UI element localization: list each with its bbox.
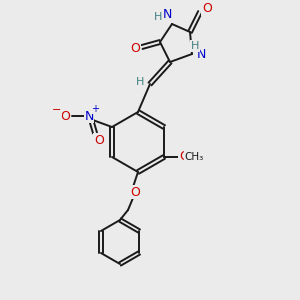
Text: −: −	[52, 105, 62, 115]
Text: H: H	[191, 41, 199, 51]
Text: O: O	[94, 134, 104, 146]
Text: O: O	[130, 185, 140, 199]
Text: O: O	[202, 2, 212, 16]
Text: O: O	[179, 149, 189, 163]
Text: N: N	[196, 49, 206, 62]
Text: H: H	[136, 77, 144, 87]
Text: N: N	[84, 110, 94, 122]
Text: CH₃: CH₃	[184, 152, 204, 162]
Text: O: O	[130, 41, 140, 55]
Text: +: +	[91, 104, 99, 114]
Text: N: N	[162, 8, 172, 22]
Text: O: O	[60, 110, 70, 122]
Text: H: H	[154, 12, 162, 22]
